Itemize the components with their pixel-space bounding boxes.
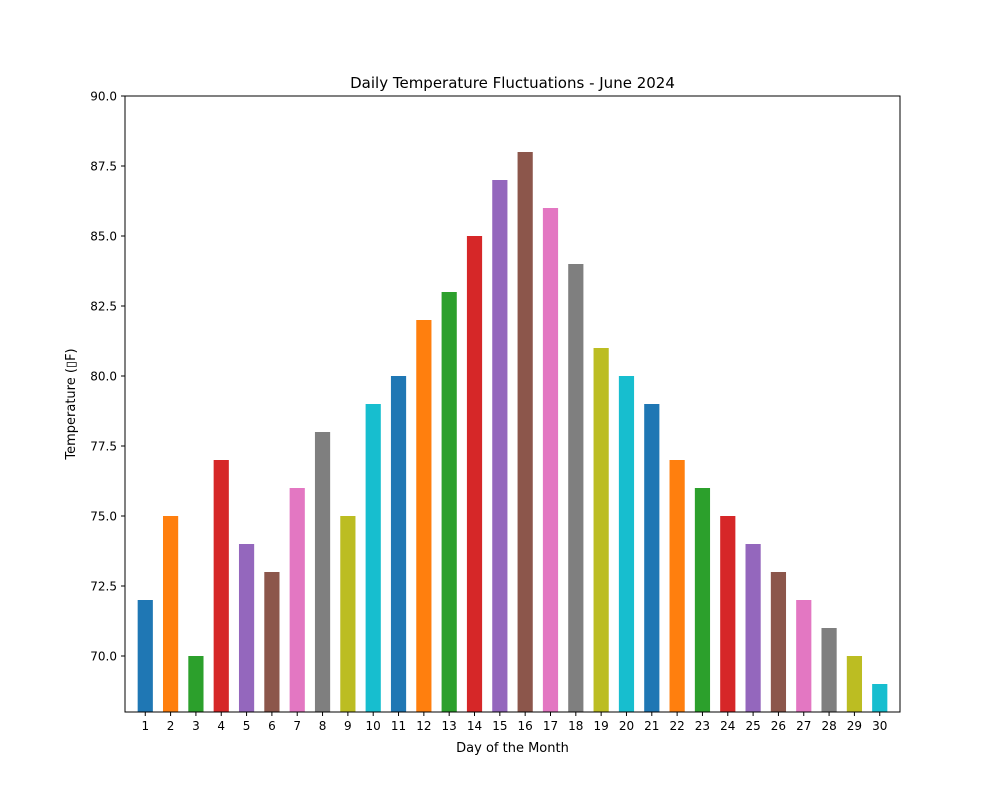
x-tick-label: 15: [492, 719, 507, 733]
bar-day-24: [720, 516, 736, 712]
bar-day-14: [466, 236, 483, 712]
x-axis-ticks: 1 2 3 4 5 6 7 8 9 10 11 12 13 14 15 16 17 18 19 20 21 22 23 24 2…: [141, 712, 887, 733]
x-tick-label: 6: [268, 719, 276, 733]
x-tick-label: 10: [366, 719, 381, 733]
bar-day-11: [390, 376, 407, 712]
x-tick-label: 8: [319, 719, 327, 733]
y-tick-label: 82.5: [90, 300, 117, 314]
x-tick-label: 22: [669, 719, 684, 733]
x-tick-label: 27: [796, 719, 811, 733]
chart-title: Daily Temperature Fluctuations - June 20…: [350, 74, 675, 92]
bar-day-20: [618, 376, 635, 712]
x-tick-label: 16: [518, 719, 533, 733]
bar-day-9: [340, 516, 356, 712]
y-tick-label: 87.5: [90, 160, 117, 174]
bar-day-27: [796, 600, 812, 712]
x-tick-label: 21: [644, 719, 659, 733]
x-tick-label: 20: [619, 719, 634, 733]
x-tick-label: 3: [192, 719, 200, 733]
x-tick-label: 2: [167, 719, 175, 733]
bar-day-13: [441, 292, 457, 712]
bar-day-30: [872, 684, 888, 712]
y-axis-ticks: 70.0 72.5 75.0 77.5 80.0 82.5 85.0 87.5 90.0: [90, 90, 125, 664]
x-tick-label: 19: [594, 719, 609, 733]
x-tick-label: 13: [442, 719, 457, 733]
bar-day-6: [264, 572, 280, 712]
bar-day-12: [416, 320, 432, 712]
bar-day-5: [238, 544, 255, 712]
bar-day-19: [593, 348, 609, 712]
x-tick-label: 14: [467, 719, 482, 733]
bar-day-29: [846, 656, 863, 712]
y-tick-label: 75.0: [90, 510, 117, 524]
x-tick-label: 25: [745, 719, 760, 733]
bar-day-10: [365, 404, 381, 712]
bar-day-21: [644, 404, 660, 712]
bar-day-18: [568, 264, 584, 712]
x-tick-label: 28: [821, 719, 836, 733]
bar-day-17: [542, 208, 559, 712]
x-tick-label: 5: [243, 719, 251, 733]
y-tick-label: 70.0: [90, 650, 117, 664]
x-tick-label: 24: [720, 719, 735, 733]
bar-day-15: [492, 180, 508, 712]
bar-day-1: [137, 600, 153, 712]
y-tick-label: 80.0: [90, 370, 117, 384]
bar-day-3: [188, 656, 204, 712]
y-tick-label: 77.5: [90, 440, 117, 454]
bar-day-16: [517, 152, 533, 712]
bar-day-26: [770, 572, 787, 712]
x-tick-label: 29: [847, 719, 862, 733]
x-tick-label: 4: [217, 719, 225, 733]
x-tick-label: 26: [771, 719, 786, 733]
y-tick-label: 90.0: [90, 90, 117, 104]
plot-frame: [124, 95, 901, 713]
x-tick-label: 30: [872, 719, 887, 733]
x-tick-label: 17: [543, 719, 558, 733]
bar-day-8: [314, 432, 331, 712]
x-tick-label: 18: [568, 719, 583, 733]
bar-day-7: [289, 488, 305, 712]
x-tick-label: 12: [416, 719, 431, 733]
x-axis-label: Day of the Month: [456, 741, 569, 756]
bar-day-22: [669, 460, 685, 712]
x-tick-label: 23: [695, 719, 710, 733]
bar-day-23: [694, 488, 711, 712]
bar-day-28: [821, 628, 837, 712]
bar-day-4: [213, 460, 229, 712]
x-tick-label: 7: [293, 719, 301, 733]
x-tick-label: 1: [141, 719, 149, 733]
y-tick-label: 85.0: [90, 230, 117, 244]
x-tick-label: 11: [391, 719, 406, 733]
bar-day-25: [745, 544, 761, 712]
x-tick-label: 9: [344, 719, 352, 733]
y-tick-label: 72.5: [90, 580, 117, 594]
bar-day-2: [162, 516, 179, 712]
bars-layer: [137, 152, 888, 712]
y-axis-label: Temperature (▯F): [64, 348, 79, 460]
